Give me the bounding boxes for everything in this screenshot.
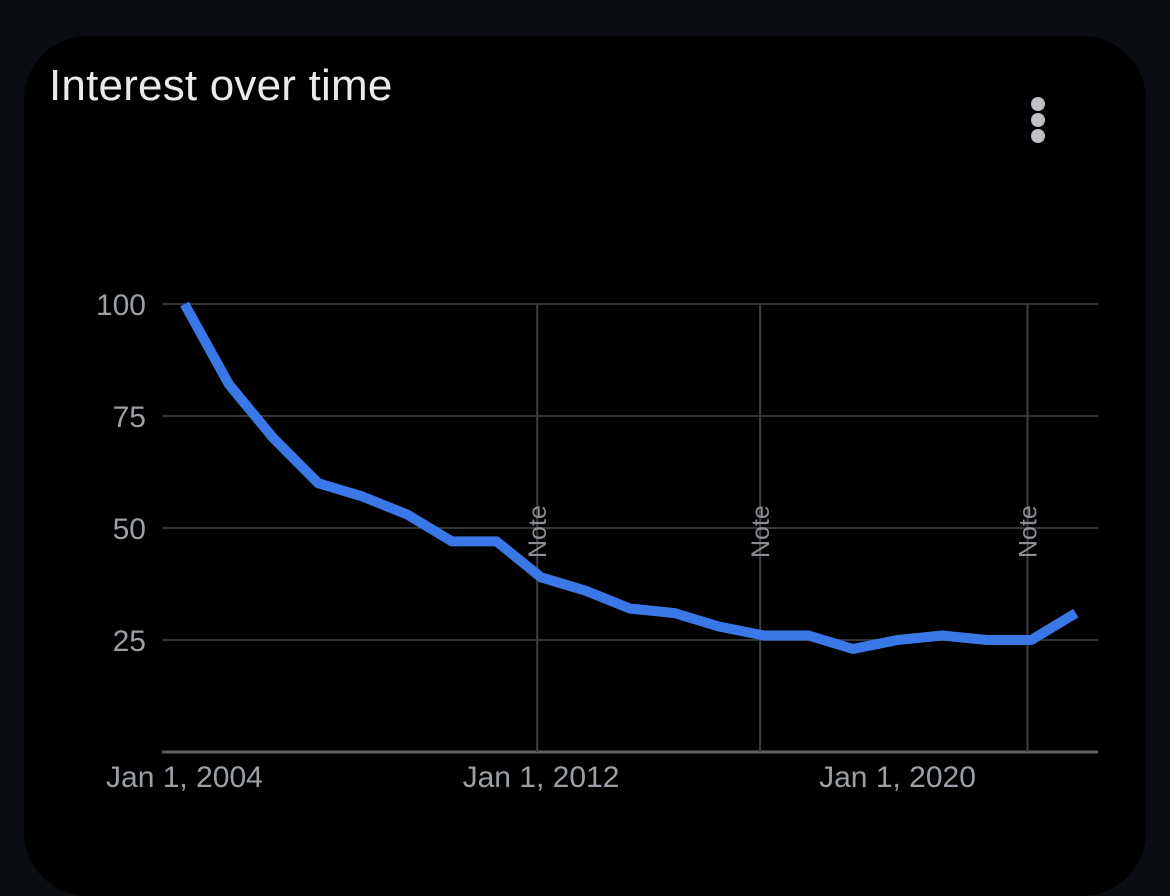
- more-options-button[interactable]: [1018, 88, 1058, 152]
- note-label[interactable]: Note: [524, 505, 552, 558]
- data-point[interactable]: [713, 621, 725, 633]
- data-point[interactable]: [624, 603, 636, 615]
- x-tick-label: Jan 1, 2012: [463, 761, 620, 794]
- card-title: Interest over time: [49, 61, 393, 110]
- data-point[interactable]: [268, 432, 280, 444]
- series-line[interactable]: [180, 301, 1079, 654]
- x-tick-label: Jan 1, 2020: [819, 761, 976, 794]
- y-axis: 100 75 50 25: [96, 289, 146, 658]
- data-point[interactable]: [535, 571, 547, 583]
- data-point[interactable]: [357, 491, 369, 503]
- x-axis: Jan 1, 2004 Jan 1, 2012 Jan 1, 2020: [106, 761, 976, 794]
- data-point[interactable]: [1070, 607, 1082, 619]
- data-point[interactable]: [178, 298, 190, 310]
- y-tick-label: 100: [96, 289, 146, 322]
- note-label[interactable]: Note: [747, 505, 775, 558]
- x-tick-label: Jan 1, 2004: [106, 761, 263, 794]
- data-point[interactable]: [981, 634, 993, 646]
- data-point[interactable]: [758, 630, 770, 642]
- data-point[interactable]: [802, 630, 814, 642]
- data-point[interactable]: [580, 585, 592, 597]
- data-point[interactable]: [312, 477, 324, 489]
- data-point[interactable]: [936, 630, 948, 642]
- note-label[interactable]: Note: [1014, 505, 1042, 558]
- series-layer: [178, 298, 1082, 655]
- y-tick-label: 50: [113, 513, 146, 546]
- data-point[interactable]: [1025, 634, 1037, 646]
- data-point[interactable]: [490, 535, 502, 547]
- more-vert-icon: [1031, 97, 1045, 111]
- y-tick-label: 75: [113, 401, 146, 434]
- data-point[interactable]: [847, 643, 859, 655]
- note-markers: Note Note Note: [524, 304, 1042, 752]
- grid-lines: [162, 303, 1098, 754]
- data-point[interactable]: [446, 535, 458, 547]
- data-point[interactable]: [401, 509, 413, 521]
- y-tick-label: 25: [113, 625, 146, 658]
- data-point[interactable]: [223, 379, 235, 391]
- data-point[interactable]: [669, 607, 681, 619]
- data-point[interactable]: [892, 634, 904, 646]
